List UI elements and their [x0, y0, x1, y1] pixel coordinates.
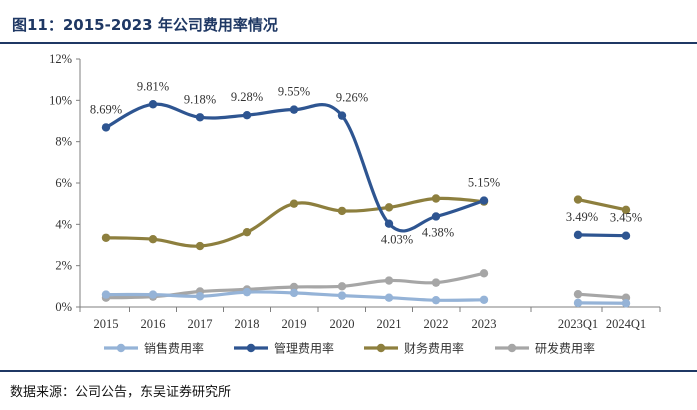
series-line [576, 233, 628, 238]
data-label: 9.55% [278, 85, 310, 99]
x-tick-label: 2018 [235, 317, 260, 331]
data-label: 9.81% [137, 79, 169, 93]
data-point [384, 203, 394, 212]
legend-item: 财务费用率 [364, 341, 464, 356]
data-label: 4.38% [422, 225, 454, 239]
data-point [148, 235, 158, 244]
legend-label: 财务费用率 [404, 341, 464, 356]
figure-header: 图11：2015-2023 年公司费用率情况 [0, 0, 697, 44]
data-point [337, 282, 347, 291]
y-tick-label: 10% [49, 93, 72, 107]
x-tick-label: 2015 [94, 317, 119, 331]
legend-swatch-marker [376, 343, 386, 353]
data-point [195, 113, 205, 122]
data-point [148, 100, 158, 109]
expense-ratio-chart: 0% 2% 4% 6% 8% 10% 12% 2015 2016 2017 2018 2019 2020… [49, 52, 661, 356]
data-point [479, 295, 489, 304]
figure-title: 图11：2015-2023 年公司费用率情况 [12, 16, 278, 34]
data-point [101, 290, 111, 299]
chart-legend: 销售费用率 管理费用率 财务费用率 研发费用率 [104, 341, 595, 356]
data-label: 3.49% [566, 210, 598, 224]
data-point [384, 276, 394, 285]
x-tick-label: 2017 [188, 317, 213, 331]
data-point [621, 231, 631, 240]
series-line [576, 197, 628, 212]
data-point [289, 105, 299, 114]
series-line [104, 102, 486, 233]
data-point [289, 282, 299, 292]
data-label: 3.45% [610, 211, 642, 225]
data-point [431, 212, 441, 221]
chart-series [101, 100, 631, 308]
data-point [195, 292, 205, 301]
data-point [431, 278, 441, 287]
x-tick-label: 2023 [472, 317, 497, 331]
legend-label: 管理费用率 [274, 341, 334, 356]
series-line [576, 292, 628, 300]
legend-item: 研发费用率 [495, 341, 595, 356]
legend-label: 研发费用率 [535, 341, 595, 356]
y-tick-label: 0% [55, 300, 72, 314]
data-point [573, 195, 583, 204]
data-label: 9.26% [336, 91, 368, 105]
y-tick-label: 12% [49, 52, 72, 66]
y-tick-label: 4% [55, 217, 72, 231]
data-point [573, 230, 583, 240]
series-0 [101, 287, 631, 308]
data-point [573, 298, 583, 308]
x-tick-label: 2019 [282, 317, 307, 331]
x-tick-label: 2021 [377, 317, 402, 331]
data-point [242, 111, 252, 120]
x-tick-label: 2023Q1 [558, 317, 598, 331]
data-point [621, 205, 631, 215]
data-point [621, 299, 631, 308]
data-label: 9.28% [231, 90, 263, 104]
data-point [337, 111, 347, 120]
legend-swatch-marker [507, 343, 517, 353]
data-point [242, 227, 252, 237]
data-label: 8.69% [90, 102, 122, 116]
data-label: 9.18% [184, 92, 216, 106]
data-label: 4.03% [381, 233, 413, 247]
y-tick-label: 6% [55, 176, 72, 190]
data-point [573, 289, 583, 299]
data-point [337, 291, 347, 300]
y-tick-label: 8% [55, 135, 72, 149]
data-point [431, 194, 441, 203]
series-1 [101, 100, 631, 240]
data-point [242, 287, 252, 297]
chart-data-labels: 8.69% 9.81% 9.18% 9.28% 9.55% 9.26% 4.03% 4.38%… [90, 79, 642, 246]
x-tick-label: 2016 [141, 317, 166, 331]
data-point [479, 269, 489, 278]
data-point [148, 290, 158, 299]
legend-item: 销售费用率 [104, 341, 204, 356]
x-tick-label: 2024Q1 [606, 317, 646, 331]
data-point [101, 123, 111, 132]
data-point [479, 196, 489, 205]
chart-axes: 0% 2% 4% 6% 8% 10% 12% 2015 2016 2017 2018 2019 2020… [49, 52, 661, 331]
series-2 [101, 194, 631, 251]
source-note: 数据来源：公司公告，东吴证券研究所 [10, 385, 232, 400]
data-point [384, 293, 394, 302]
data-point [195, 241, 205, 251]
data-point [289, 199, 299, 208]
data-label: 5.15% [468, 176, 500, 190]
top-divider [0, 42, 697, 44]
y-tick-label: 2% [55, 259, 72, 273]
data-point [384, 219, 394, 228]
data-point [101, 233, 111, 242]
data-point [431, 295, 441, 305]
legend-item: 管理费用率 [234, 341, 334, 356]
data-point [337, 206, 347, 216]
legend-swatch-marker [116, 343, 126, 353]
data-point [289, 288, 299, 298]
x-tick-label: 2020 [330, 317, 355, 331]
legend-label: 销售费用率 [144, 341, 204, 356]
bottom-divider [0, 370, 697, 372]
x-tick-label: 2022 [424, 317, 449, 331]
legend-swatch-marker [246, 343, 256, 353]
